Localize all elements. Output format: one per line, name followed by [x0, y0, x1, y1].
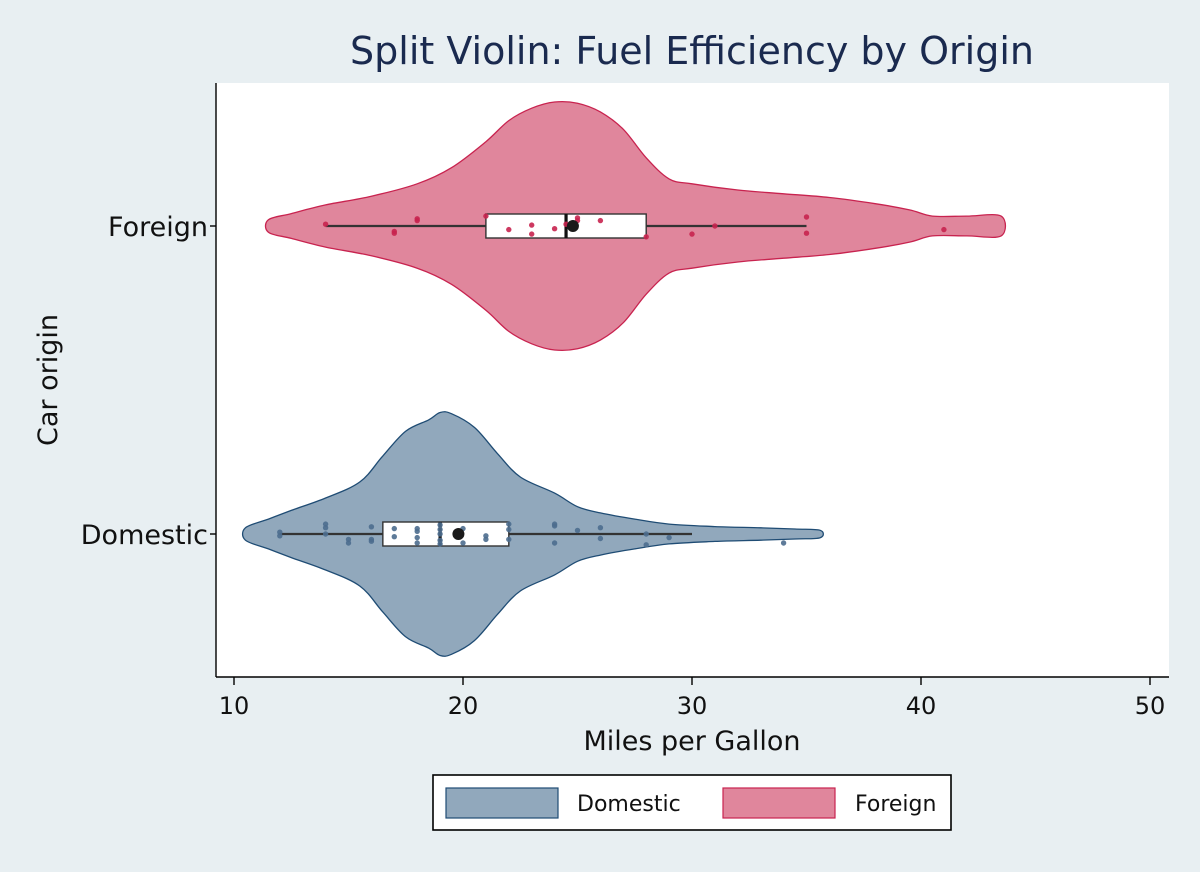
data-point-foreign-14 [643, 234, 649, 240]
data-point-foreign-13 [597, 217, 604, 224]
data-point-domestic-15 [414, 540, 420, 546]
data-point-foreign-2 [391, 230, 397, 236]
data-point-foreign-5 [483, 213, 489, 219]
data-point-foreign-0 [322, 221, 329, 227]
data-point-domestic-16 [437, 522, 443, 528]
data-point-foreign-17 [803, 214, 810, 220]
plot-area [216, 83, 1169, 677]
data-point-domestic-34 [643, 531, 649, 537]
data-point-domestic-18 [437, 531, 443, 537]
x-tick-label-20: 20 [448, 692, 479, 720]
x-tick-label-50: 50 [1135, 692, 1166, 720]
data-point-domestic-35 [643, 542, 649, 548]
data-point-domestic-9 [368, 538, 375, 544]
data-point-domestic-31 [574, 527, 581, 534]
data-point-domestic-7 [368, 524, 375, 530]
chart-title: Split Violin: Fuel Efficiency by Origin [350, 29, 1034, 73]
data-point-domestic-6 [345, 540, 352, 546]
x-axis-ticks: 10 20 30 40 50 [219, 677, 1166, 720]
data-point-foreign-9 [551, 226, 558, 232]
legend-label-foreign: Foreign [855, 792, 936, 817]
legend: Domestic Foreign [432, 774, 952, 831]
data-point-domestic-36 [666, 534, 672, 541]
data-point-domestic-14 [414, 534, 420, 541]
data-point-foreign-6 [506, 226, 512, 233]
data-point-domestic-37 [780, 540, 787, 546]
data-point-foreign-7 [529, 222, 535, 228]
x-tick-label-40: 40 [906, 692, 937, 720]
data-point-domestic-30 [551, 540, 558, 546]
data-point-foreign-15 [689, 231, 695, 237]
mean-marker-domestic [452, 528, 465, 540]
data-point-domestic-4 [322, 531, 329, 537]
data-point-domestic-10 [391, 525, 397, 532]
category-label-domestic: Domestic [81, 520, 208, 551]
violin-domestic [241, 411, 824, 657]
y-axis-label: Car origin [33, 314, 64, 446]
data-point-domestic-20 [437, 541, 443, 547]
data-point-domestic-22 [460, 540, 466, 546]
x-axis-label: Miles per Gallon [583, 726, 800, 757]
data-point-domestic-26 [506, 526, 512, 533]
data-point-foreign-19 [941, 226, 947, 233]
data-point-domestic-29 [551, 521, 558, 527]
data-point-foreign-18 [803, 230, 810, 236]
data-point-domestic-3 [322, 525, 329, 531]
data-point-domestic-27 [506, 536, 512, 543]
category-label-foreign: Foreign [108, 212, 208, 243]
legend-items: Domestic Foreign [445, 787, 936, 819]
iqr-box-domestic [382, 521, 510, 547]
data-point-domestic-32 [597, 525, 604, 531]
data-point-domestic-33 [597, 535, 604, 542]
data-point-foreign-4 [414, 216, 420, 222]
data-point-domestic-11 [391, 534, 397, 540]
data-point-domestic-17 [437, 526, 443, 533]
x-tick-label-10: 10 [219, 692, 250, 720]
mean-marker-foreign [566, 220, 579, 232]
data-point-foreign-8 [529, 231, 535, 237]
violin-foreign [264, 100, 1007, 352]
data-point-domestic-13 [414, 528, 420, 534]
data-point-domestic-1 [277, 533, 283, 539]
y-axis-categories: Foreign Domestic [81, 212, 216, 551]
legend-label-domestic: Domestic [577, 792, 681, 817]
legend-swatch-foreign [722, 787, 836, 819]
legend-swatch-domestic [445, 787, 559, 819]
data-point-foreign-16 [712, 223, 718, 229]
data-point-domestic-25 [506, 521, 512, 527]
data-point-domestic-24 [483, 536, 489, 543]
violin-layer [241, 100, 1007, 657]
x-tick-label-30: 30 [677, 692, 708, 720]
